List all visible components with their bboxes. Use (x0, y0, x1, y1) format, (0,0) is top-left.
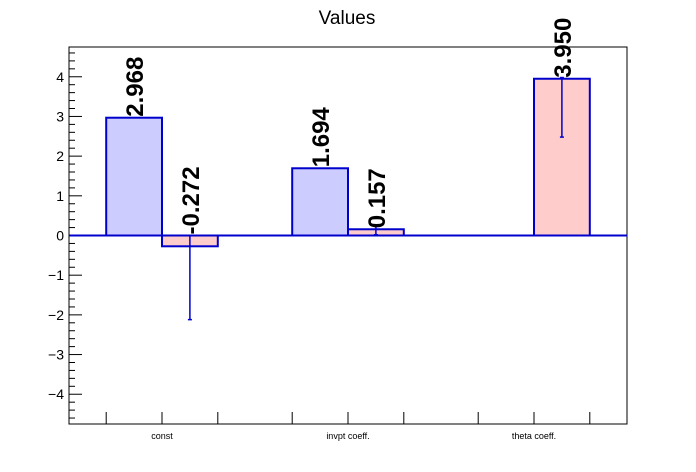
data-label: 0.157 (364, 168, 391, 228)
y-tick-label: −1 (48, 267, 64, 283)
y-tick-label: −4 (48, 386, 64, 402)
y-tick-label: 0 (56, 228, 64, 244)
chart-title: Values (319, 8, 376, 29)
y-tick-label: 4 (56, 69, 64, 85)
data-labels: 2.968 1.694 -0.272 0.157 3.950 (122, 18, 577, 235)
x-tick-label: theta coeff. (512, 431, 556, 441)
y-tick-label: −2 (48, 307, 64, 323)
y-tick-label: 2 (56, 148, 64, 164)
bar (105, 116, 163, 237)
y-tick-label: 1 (56, 188, 64, 204)
bar (291, 167, 350, 237)
data-label: 2.968 (122, 57, 149, 117)
y-tick-label: 3 (56, 108, 64, 124)
data-label: -0.272 (178, 166, 205, 234)
data-label: 3.950 (550, 18, 577, 78)
y-tick-label: −3 (48, 347, 64, 363)
x-tick-label: invpt coeff. (326, 431, 369, 441)
error-bars (187, 76, 564, 321)
data-label: 1.694 (308, 107, 335, 168)
x-tick-label: const (151, 431, 173, 441)
